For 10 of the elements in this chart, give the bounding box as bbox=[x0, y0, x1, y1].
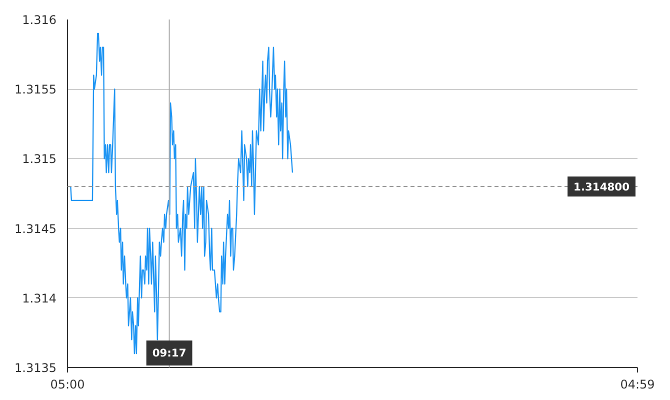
y-tick-label: 1.316 bbox=[22, 13, 57, 27]
ref-line-label: 09:17 bbox=[152, 346, 186, 360]
y-tick-label: 1.3145 bbox=[14, 222, 57, 236]
y-tick-label: 1.3155 bbox=[14, 82, 57, 97]
y-tick-label: 1.315 bbox=[22, 152, 57, 166]
y-tick-label: 1.314 bbox=[22, 291, 57, 306]
y-tick-label: 1.3135 bbox=[14, 361, 57, 375]
x-tick-label: 04:59 bbox=[620, 378, 655, 392]
x-tick-label: 05:00 bbox=[50, 378, 85, 392]
ref-line-label: 1.314800 bbox=[574, 180, 630, 194]
